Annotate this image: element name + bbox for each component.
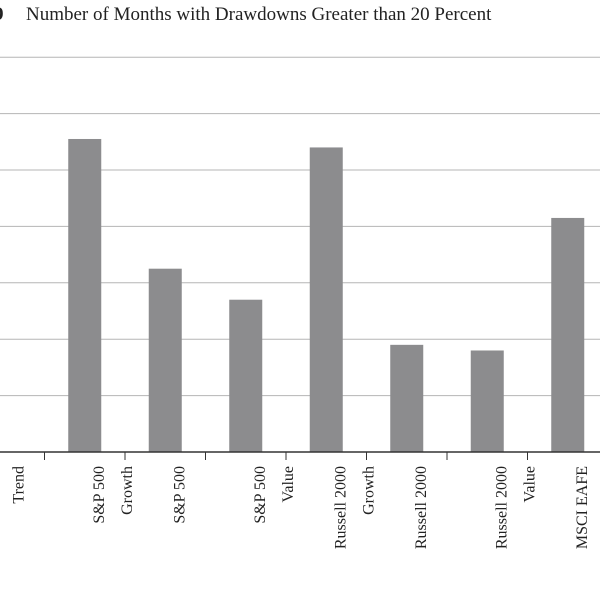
bar xyxy=(229,299,263,452)
x-tick-label: Trend xyxy=(11,466,28,504)
x-tick-label: Growth xyxy=(119,466,136,515)
x-tick-label: MSCI EAFE xyxy=(574,466,591,549)
chart-title-marker: 9 xyxy=(0,3,4,27)
x-tick-label: Growth xyxy=(361,466,378,515)
bar xyxy=(68,138,102,453)
x-tick-label: S&P 500 xyxy=(252,466,269,524)
x-tick-labels: Trend S&P 500 Growth S&P 500 S&P 500 Value Rus… xyxy=(11,466,592,549)
chart-title-row: 9 Number of Months with Drawdowns Greate… xyxy=(0,0,600,32)
x-tick-label: Russell 2000 xyxy=(494,466,511,549)
x-tick-label: Russell 2000 xyxy=(333,466,350,549)
bar xyxy=(390,344,424,452)
bar xyxy=(470,350,504,452)
x-tick-label: S&P 500 xyxy=(91,466,108,524)
bar xyxy=(551,217,585,452)
chart-title: Number of Months with Drawdowns Greater … xyxy=(26,4,492,25)
x-axis xyxy=(0,451,600,460)
x-tick-label: Value xyxy=(522,466,539,502)
x-tick-label: S&P 500 xyxy=(172,466,189,524)
bar xyxy=(148,268,182,452)
bar xyxy=(309,147,343,452)
x-tick-label: Value xyxy=(280,466,297,502)
x-tick-label: Russell 2000 xyxy=(413,466,430,549)
bars xyxy=(68,138,585,453)
